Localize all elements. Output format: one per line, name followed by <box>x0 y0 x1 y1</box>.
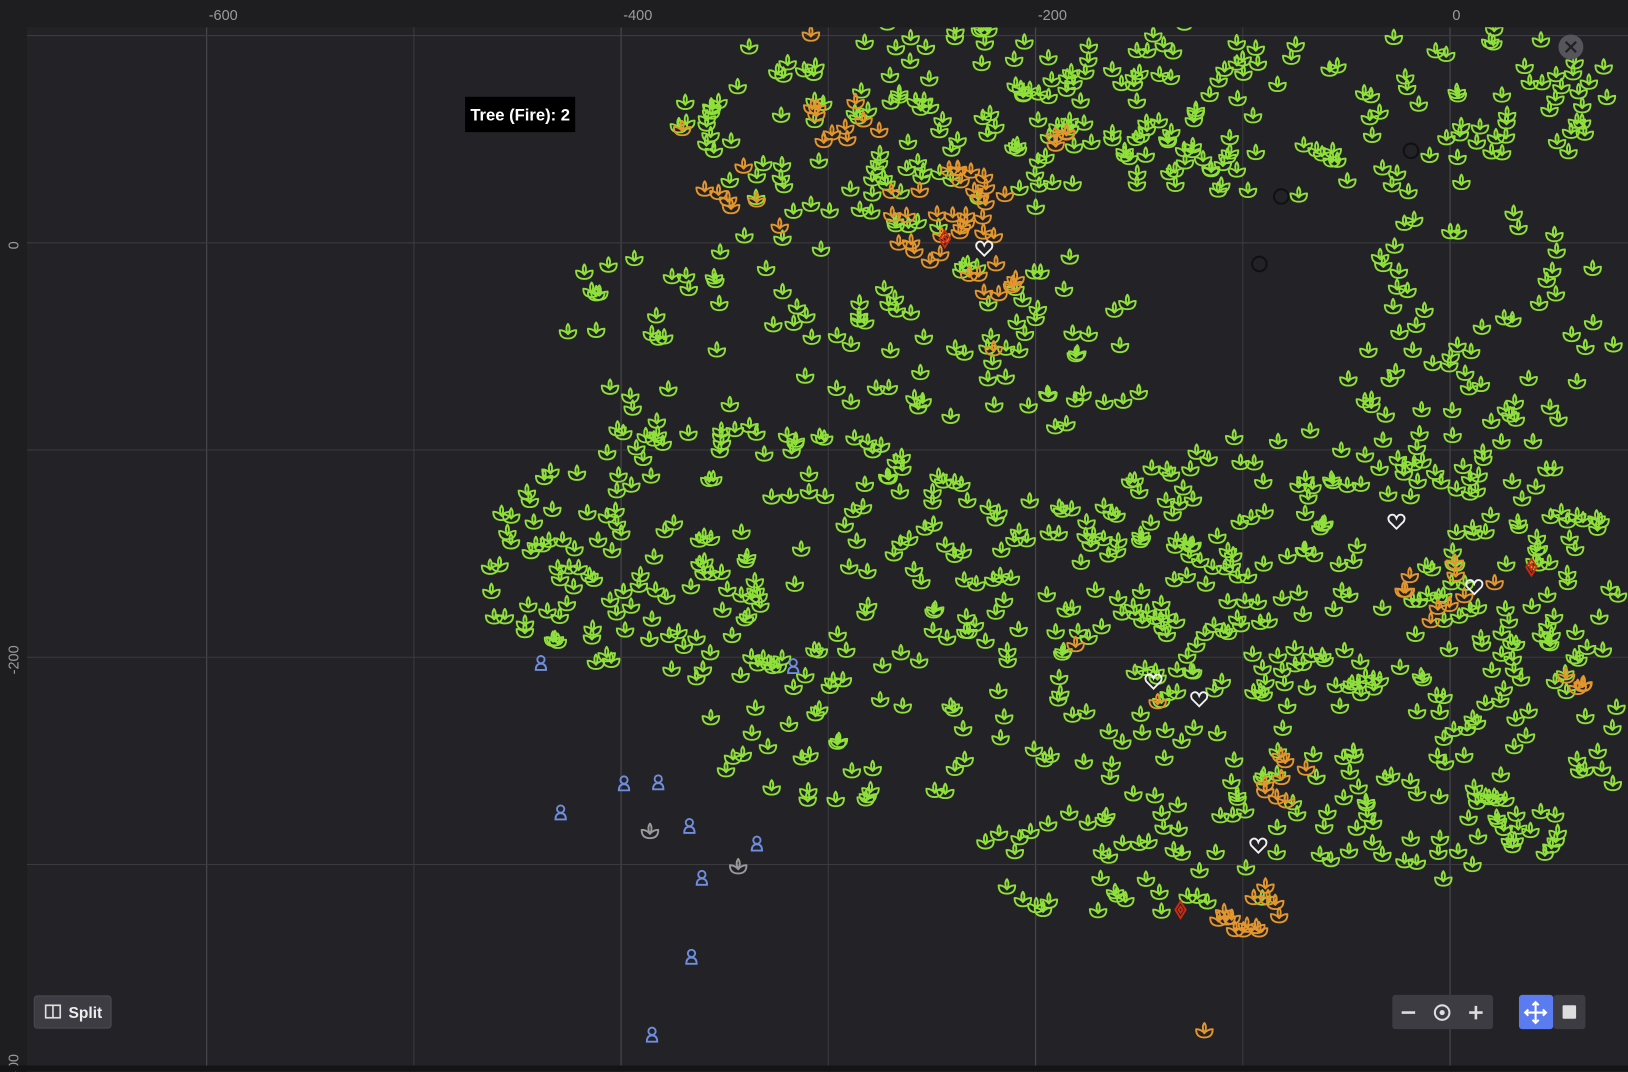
y-axis-label: -200 <box>7 645 23 674</box>
zoom-in[interactable] <box>1469 1005 1483 1020</box>
close-icon <box>1564 40 1577 53</box>
tooltip: Tree (Fire): 2 <box>465 96 576 133</box>
x-axis-label: -400 <box>623 8 652 24</box>
x-axis-label: -600 <box>209 8 238 24</box>
bottom-edge <box>0 1065 1628 1072</box>
zoom-controls <box>1392 994 1586 1030</box>
close-button[interactable] <box>1558 34 1584 60</box>
pan-icon <box>1523 1000 1548 1025</box>
left-ruler <box>0 0 27 1072</box>
top-ruler <box>0 0 1628 28</box>
x-axis-label: 0 <box>1452 8 1460 24</box>
split-button[interactable]: Split <box>33 995 112 1029</box>
x-axis-label: -200 <box>1038 8 1067 24</box>
select-icon <box>1562 1005 1577 1019</box>
split-label: Split <box>69 1005 103 1022</box>
split-bg[interactable] <box>33 995 112 1029</box>
y-axis-label: 0 <box>7 241 23 249</box>
tooltip-text: Tree (Fire): 2 <box>470 106 570 125</box>
zoom-reset[interactable] <box>1433 1004 1451 1021</box>
tooltip-box <box>465 96 576 133</box>
zoom-reset-dot <box>1439 1009 1445 1016</box>
